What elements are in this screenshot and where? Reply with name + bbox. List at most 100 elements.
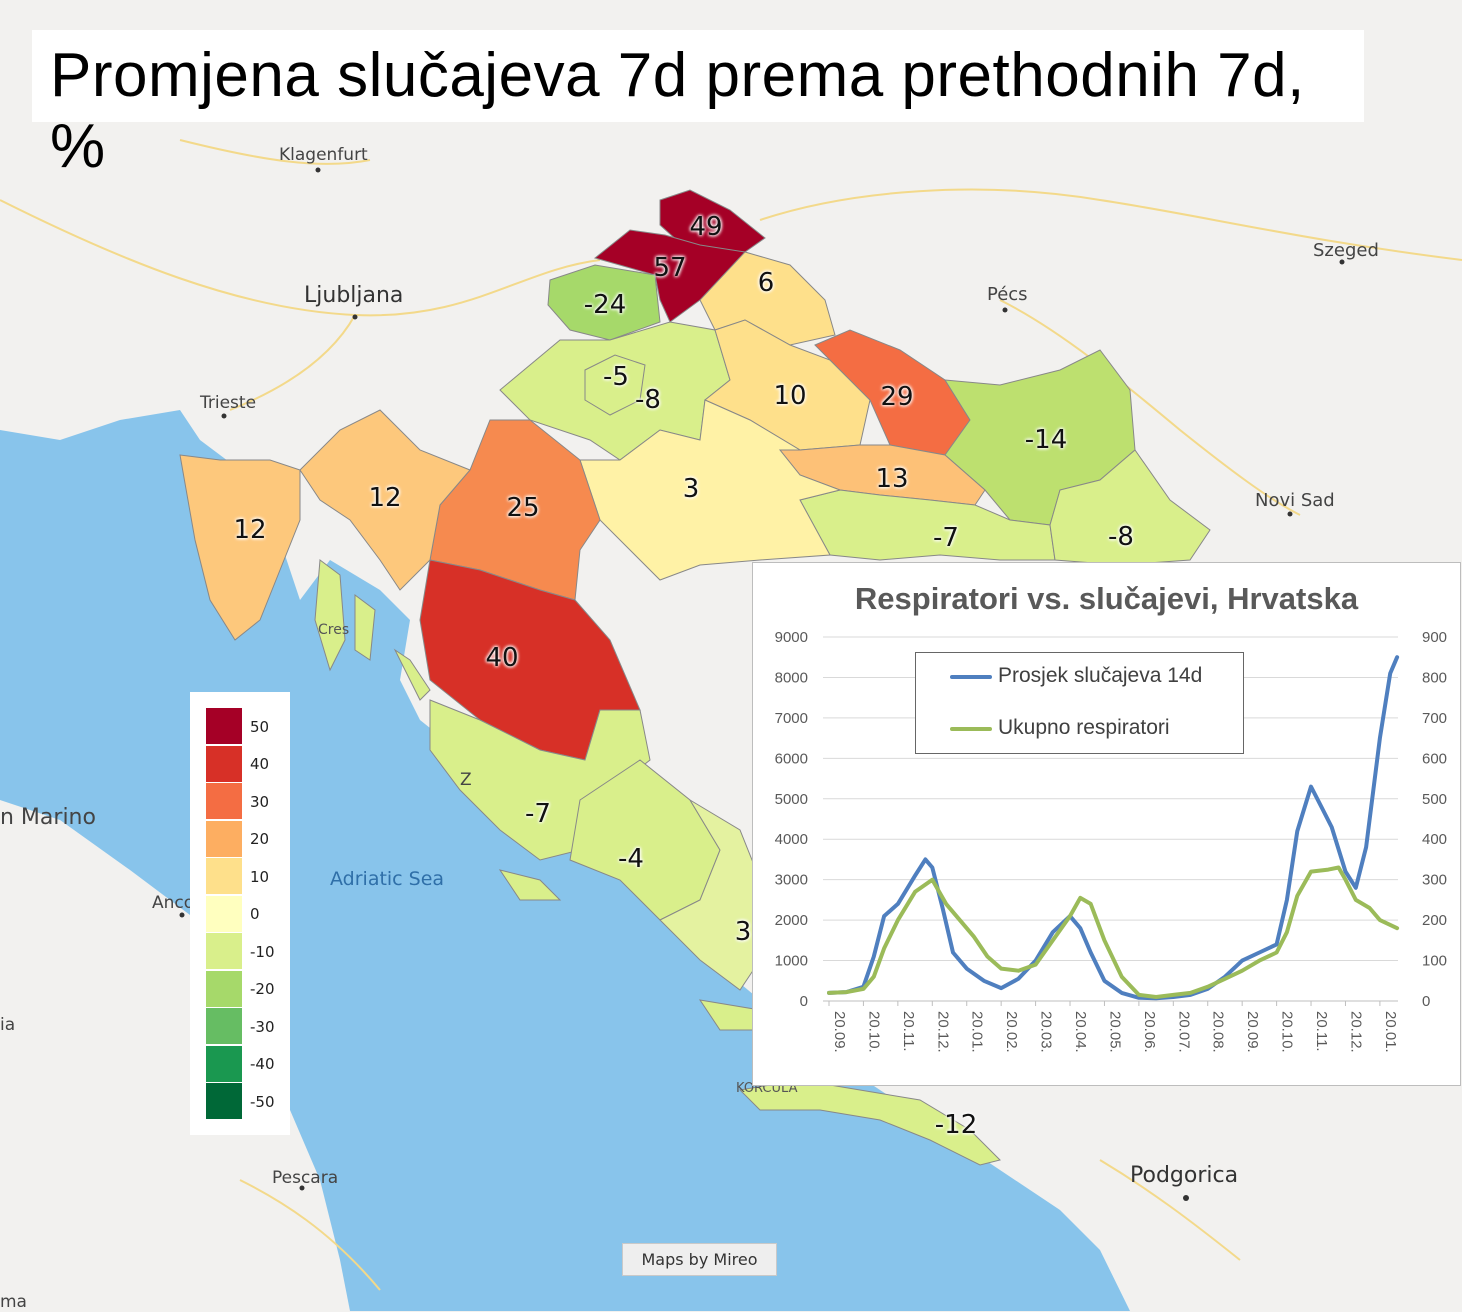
x-tick-label: 20.11. [1313,1011,1330,1052]
y-tick-label-left: 8000 [775,669,808,686]
legend-text-respirators: Ukupno respiratori [998,716,1170,739]
y-tick-label-right: 900 [1422,629,1447,646]
region-value-zagrebacka: -8 [635,385,661,415]
x-tick-label: 20.12. [934,1011,951,1053]
city-label-novisad: Novi Sad [1255,490,1335,511]
region-value-viroviticko: 29 [880,382,914,412]
legend-label: 30 [250,793,270,811]
legend-label: 40 [250,755,270,773]
region-value-zadarska: -7 [525,799,551,829]
y-tick-label-left: 9000 [775,629,808,646]
legend-swatch [206,858,242,894]
x-tick-label: 20.09. [1244,1011,1261,1053]
region-value-splitsko: 3 [734,917,752,947]
region-value-licko: 40 [485,643,519,673]
islands [314,559,782,1031]
region-value-vukovarsko: -8 [1108,522,1134,552]
region-value-krapinsko: -24 [583,290,627,320]
legend-label: -10 [250,943,275,961]
x-tick-label: 20.10. [1279,1011,1296,1053]
y-tick-label-right: 200 [1422,912,1447,929]
city-label-sanmarino: n Marino [0,805,96,830]
y-tick-label-right: 800 [1422,669,1447,686]
region-value-karlovacka: 25 [506,493,540,523]
y-tick-label-left: 0 [800,993,808,1010]
x-tick-label: 20.10. [865,1011,882,1053]
legend-swatch [206,1008,242,1044]
x-tick-label: 20.06. [1141,1011,1158,1053]
legend-swatch [206,896,242,932]
legend-line-respirators [950,727,992,731]
legend-label: 20 [250,830,270,848]
y-tick-label-left: 6000 [775,750,808,767]
city-label-ljubljana: Ljubljana [304,283,404,308]
y-tick-label-left: 7000 [775,710,808,727]
legend-label: 10 [250,868,270,886]
y-tick-label-right: 600 [1422,750,1447,767]
city-label-szeged: Szeged [1313,240,1379,261]
legend-label: -20 [250,980,275,998]
legend-swatch [206,1046,242,1082]
x-tick-label: 20.09. [831,1011,848,1053]
city-label-zadar: Z [460,770,472,790]
city-label-pescara: Pescara [272,1168,339,1188]
y-tick-label-right: 700 [1422,710,1447,727]
road-network [0,139,1462,1291]
legend-swatch [206,746,242,782]
region-value-primorsko: 12 [368,483,402,513]
region-value-grad-zagreb: -5 [603,362,629,392]
x-tick-label: 20.05. [1106,1011,1123,1053]
region-value-sisacko: 3 [682,474,700,504]
y-tick-label-left: 1000 [775,953,808,970]
city-label-trieste: Trieste [200,393,257,413]
region-value-pozesko: 13 [875,464,909,494]
legend-label: 0 [250,905,260,923]
x-tick-label: 20.01. [969,1011,986,1053]
x-tick-label: 20.04. [1072,1011,1089,1053]
chart-legend: Prosjek slučajeva 14d Ukupno respiratori [915,652,1244,754]
y-tick-label-left: 2000 [775,912,808,929]
region-value-osjecko: -14 [1024,425,1068,455]
region-value-dubrovacko: -12 [934,1110,978,1140]
y-tick-label-right: 0 [1422,993,1430,1010]
legend-swatch [206,1083,242,1119]
series-line-cases [827,655,1400,1001]
county-grad-zagreb [584,354,646,416]
city-label-podgorica: Podgorica [1130,1163,1239,1188]
x-tick-label: 20.02. [1003,1011,1020,1053]
line-chart-panel: 0 0 1000 100 2000 200 3000 300 4000 400 5000 500 600… [752,562,1461,1086]
region-value-istarska: 12 [233,515,267,545]
island-label-cres: Cres [318,622,350,638]
sea-label: Adriatic Sea [330,868,445,890]
legend-swatch [206,708,242,744]
x-tick-label: 20.11. [900,1011,917,1052]
city-label-edge-bottom: ma [0,1292,27,1312]
city-label-ancona: Anco [152,893,195,913]
map-credit[interactable]: Maps by Mireo [622,1243,777,1276]
series-line-respirators [827,865,1400,999]
legend-label: -30 [250,1018,275,1036]
y-tick-label-right: 300 [1422,872,1447,889]
legend-swatch [206,933,242,969]
county-krapinsko [547,264,661,341]
city-label-edge-left: ia [0,1015,16,1035]
legend-line-cases [950,675,992,679]
line-chart: 0 0 1000 100 2000 200 3000 300 4000 400 5000 500 600… [775,629,1447,1053]
x-tick-label: 20.01. [1382,1011,1399,1053]
y-tick-label-right: 400 [1422,831,1447,848]
italian-coast [0,800,350,1311]
region-value-medimurska: 49 [689,212,723,242]
region-value-varazdinska: 57 [653,253,687,283]
y-tick-label-left: 3000 [775,872,808,889]
county-istarska [179,454,301,641]
county-dubrovacko [738,1079,1001,1166]
legend-text-cases: Prosjek slučajeva 14d [998,664,1203,687]
color-scale-legend: 50 40 30 20 10 0 -10 -20 -30 -40 -50 [190,692,290,1135]
x-tick-label: 20.12. [1347,1011,1364,1053]
x-tick-label: 20.07. [1175,1011,1192,1053]
y-tick-label-left: 4000 [775,831,808,848]
y-tick-label-left: 5000 [775,791,808,808]
county-primorsko [299,409,471,591]
y-tick-label-right: 500 [1422,791,1447,808]
region-value-sibensko: -4 [618,844,644,874]
